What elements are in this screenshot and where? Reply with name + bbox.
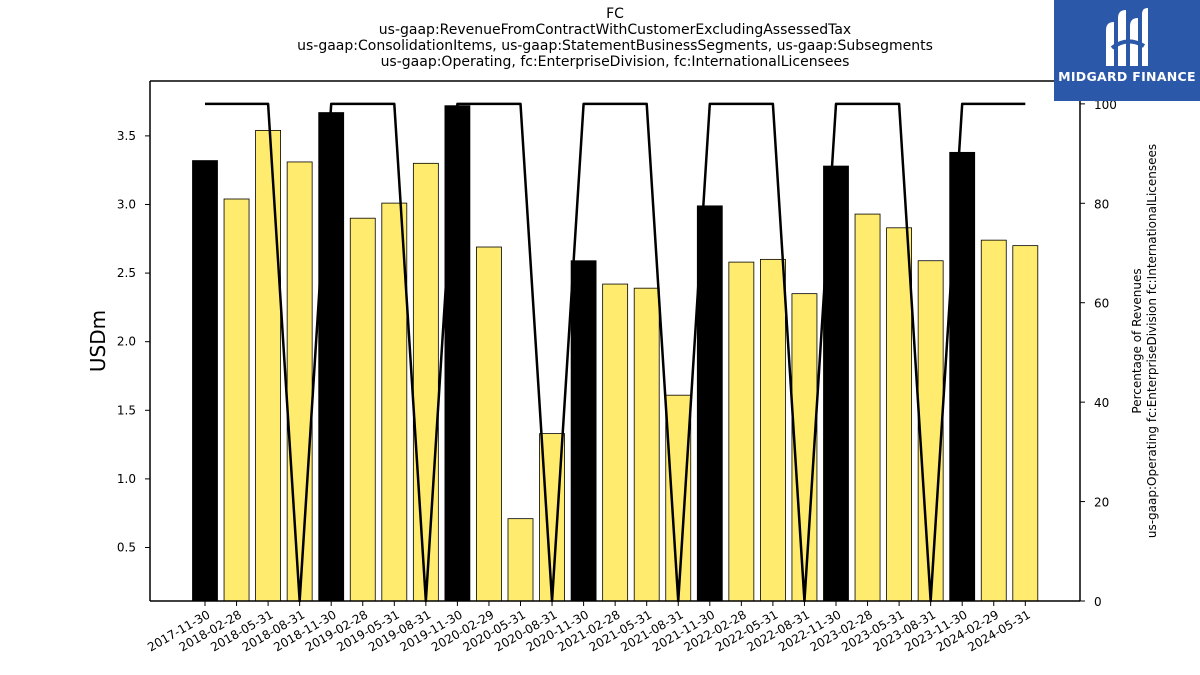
y-tick-label-right: 60 <box>1094 297 1109 311</box>
bar-2024-05-31 <box>1012 245 1039 602</box>
chart-title: FC us-gaap:RevenueFromContractWithCustom… <box>0 6 1200 70</box>
y-tick-label-left: 2.5 <box>117 266 136 280</box>
logo-text: MIDGARD FINANCE <box>1058 69 1196 84</box>
chart-title-line: us-gaap:Operating, fc:EnterpriseDivision… <box>380 54 850 70</box>
y-tick-label-right: 20 <box>1094 496 1109 510</box>
bar-2023-05-31 <box>886 227 912 602</box>
bar-2018-11-30 <box>318 112 345 602</box>
midgard-logo-icon <box>1106 8 1148 66</box>
bar-2018-05-31 <box>255 129 282 602</box>
bar-2021-05-31 <box>633 287 660 602</box>
bar-2023-08-31 <box>917 260 944 602</box>
chart-title-line: us-gaap:ConsolidationItems, us-gaap:Stat… <box>297 38 933 54</box>
bar-2022-02-28 <box>728 261 755 602</box>
bar-2019-02-28 <box>349 217 376 602</box>
y-tick-label-left: 1.0 <box>117 472 136 486</box>
y-tick-label-left: 1.5 <box>117 403 136 417</box>
y-tick-label-right: 0 <box>1094 595 1102 609</box>
chart-title-line: us-gaap:RevenueFromContractWithCustomerE… <box>378 22 852 38</box>
bar-2021-02-28 <box>602 283 629 602</box>
bar-2020-02-29 <box>476 246 502 602</box>
y-axis-label-right-line: Percentage of Revenues <box>1130 268 1144 413</box>
y-axis-label-right-line: us-gaap:Operating fc:EnterpriseDivision … <box>1145 144 1159 538</box>
bar-2021-08-31 <box>665 394 692 602</box>
bar-2018-02-28 <box>223 198 250 602</box>
y-axis-label-left: USDm <box>86 310 110 372</box>
bar-2023-02-28 <box>854 213 881 602</box>
bar-2023-11-30 <box>949 151 976 602</box>
y-tick-label-left: 3.0 <box>117 197 136 211</box>
labels-layer: USDm Percentage of Revenues us-gaap:Oper… <box>86 144 1159 538</box>
bar-2019-08-31 <box>412 162 439 602</box>
percentage-line <box>205 102 1026 603</box>
bar-2017-11-30 <box>192 160 218 602</box>
bar-2021-11-30 <box>696 205 723 602</box>
bar-2024-02-29 <box>980 239 1007 602</box>
bar-2020-05-31 <box>507 518 534 602</box>
bar-2018-08-31 <box>286 161 313 602</box>
line-layer <box>205 102 1026 603</box>
midgard-finance-logo: MIDGARD FINANCE <box>1054 0 1200 101</box>
y-tick-label-right: 80 <box>1094 197 1109 211</box>
chart-title-line: FC <box>606 6 624 22</box>
y-tick-label-left: 0.5 <box>117 540 136 554</box>
bars-layer <box>192 105 1039 602</box>
bar-2022-08-31 <box>791 293 818 602</box>
y-tick-label-right: 40 <box>1094 396 1109 410</box>
bar-2019-05-31 <box>381 202 408 602</box>
y-tick-label-left: 3.5 <box>117 129 136 143</box>
y-tick-label-right: 100 <box>1094 98 1117 112</box>
bar-2020-11-30 <box>570 260 597 602</box>
y-tick-label-left: 2.0 <box>117 335 136 349</box>
bar-2022-05-31 <box>760 258 786 602</box>
bar-2019-11-30 <box>444 105 471 602</box>
